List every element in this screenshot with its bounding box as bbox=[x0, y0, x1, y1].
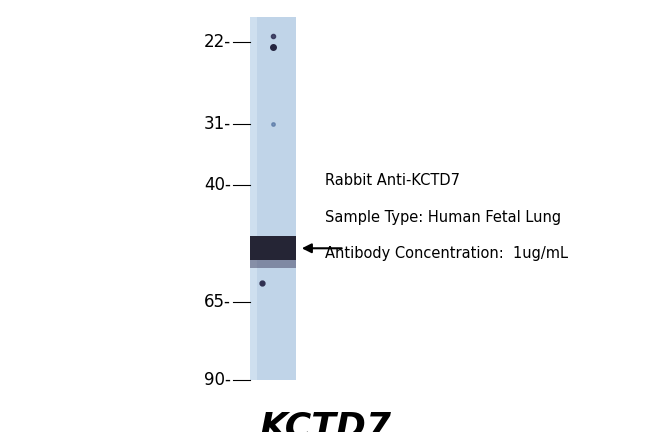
Bar bbox=[250, 260, 296, 268]
Text: Sample Type: Human Fetal Lung: Sample Type: Human Fetal Lung bbox=[325, 210, 561, 225]
Text: 65-: 65- bbox=[204, 293, 231, 311]
Text: Rabbit Anti-KCTD7: Rabbit Anti-KCTD7 bbox=[325, 173, 460, 188]
Bar bbox=[250, 236, 296, 260]
Text: 40-: 40- bbox=[204, 176, 231, 194]
Bar bbox=[250, 17, 296, 380]
Text: 22-: 22- bbox=[203, 32, 231, 51]
Text: 31-: 31- bbox=[203, 115, 231, 133]
Text: Antibody Concentration:  1ug/mL: Antibody Concentration: 1ug/mL bbox=[325, 246, 568, 261]
Bar bbox=[250, 17, 257, 380]
Text: KCTD7: KCTD7 bbox=[259, 410, 391, 432]
Text: 90-: 90- bbox=[204, 371, 231, 389]
